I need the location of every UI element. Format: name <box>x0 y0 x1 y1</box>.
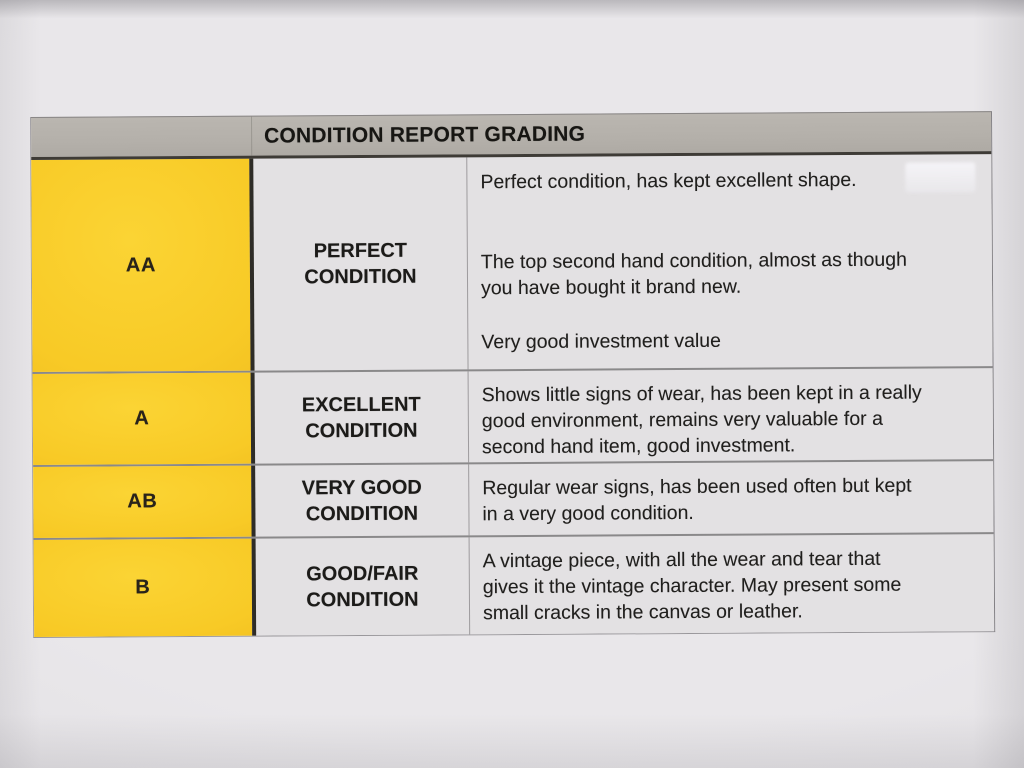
condition-cell-b: GOOD/FAIR CONDITION <box>255 537 471 636</box>
grade-cell-ab: AB <box>33 465 256 538</box>
condition-grading-table: CONDITION REPORT GRADING AA PERFECT COND… <box>30 111 996 638</box>
description-paragraph: Shows little signs of wear, has been kep… <box>481 381 922 459</box>
condition-label: EXCELLENT CONDITION <box>301 393 421 442</box>
grade-label: A <box>134 407 150 430</box>
description-paragraph: Regular wear signs, has been used often … <box>482 474 912 526</box>
grade-cell-aa: AA <box>31 158 255 372</box>
table-row-ab: AB VERY GOOD CONDITION Regular wear sign… <box>33 459 994 538</box>
grade-label: B <box>135 576 151 599</box>
description-paragraph: The top second hand condition, almost as… <box>480 248 908 300</box>
condition-label: GOOD/FAIR CONDITION <box>306 562 419 611</box>
condition-cell-aa: PERFECT CONDITION <box>253 157 469 371</box>
header-column-seam <box>251 116 253 156</box>
grade-cell-b: B <box>33 538 257 637</box>
condition-label: VERY GOOD CONDITION <box>301 476 422 525</box>
description-paragraph: A vintage piece, with all the wear and t… <box>482 547 902 625</box>
condition-cell-ab: VERY GOOD CONDITION <box>255 464 470 537</box>
table-title: CONDITION REPORT GRADING <box>264 122 586 148</box>
grade-label: AA <box>125 253 157 276</box>
condition-cell-a: EXCELLENT CONDITION <box>254 371 470 464</box>
condition-label: PERFECT CONDITION <box>304 239 417 289</box>
table-row-b: B GOOD/FAIR CONDITION A vintage piece, w… <box>33 532 995 637</box>
table-row-aa: AA PERFECT CONDITION Perfect condition, … <box>31 154 993 372</box>
grade-label: AB <box>127 490 158 513</box>
description-cell-aa: Perfect condition, has kept excellent sh… <box>467 154 992 369</box>
table-row-a: A EXCELLENT CONDITION Shows little signs… <box>32 366 994 465</box>
description-cell-a: Shows little signs of wear, has been kep… <box>469 368 994 462</box>
table-header-row: CONDITION REPORT GRADING <box>30 111 992 160</box>
description-cell-b: A vintage piece, with all the wear and t… <box>470 534 995 634</box>
description-paragraph: Very good investment value <box>481 329 722 354</box>
grade-cell-a: A <box>32 372 256 465</box>
description-paragraph: Perfect condition, has kept excellent sh… <box>480 168 857 194</box>
description-cell-ab: Regular wear signs, has been used often … <box>469 461 993 535</box>
